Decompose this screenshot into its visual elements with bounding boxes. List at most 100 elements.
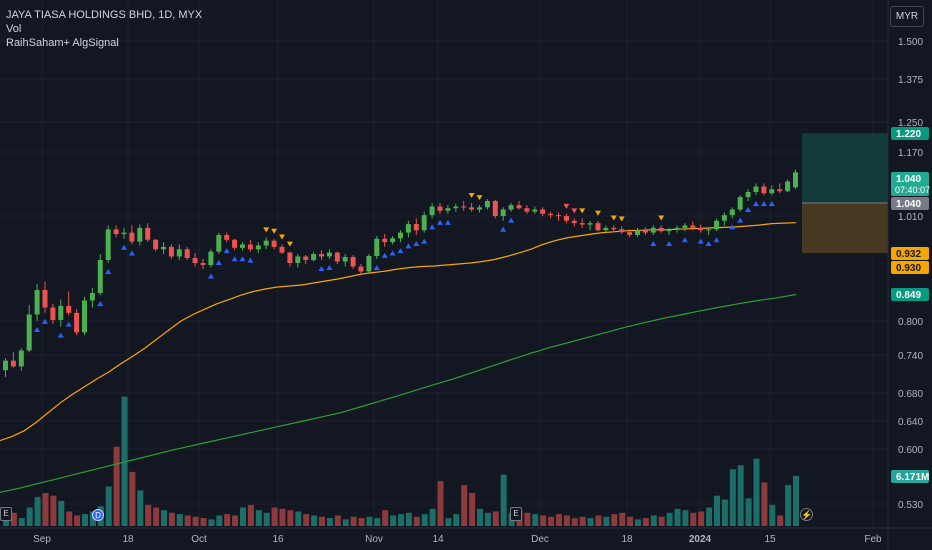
volume-bar — [753, 458, 760, 526]
candle-body — [777, 189, 783, 192]
buy-signal-icon — [413, 241, 420, 246]
candle-body — [97, 260, 103, 293]
volume-bar — [303, 514, 310, 526]
candle-body — [413, 224, 419, 231]
volume-bar — [658, 516, 665, 526]
candle-body — [34, 290, 40, 315]
fast-moving-average-line — [0, 222, 797, 442]
candle-body — [658, 227, 664, 232]
buy-signal-icon — [760, 201, 767, 207]
candle-body — [319, 254, 324, 257]
candle-body — [642, 230, 648, 233]
sell-signal-icon — [263, 227, 270, 233]
currency-button[interactable]: MYR — [890, 6, 924, 27]
volume-bar — [721, 499, 728, 526]
candle-body — [374, 238, 380, 256]
volume-bar — [556, 514, 562, 526]
volume-bar — [398, 514, 404, 526]
volume-bar — [492, 511, 499, 526]
price-tag-bg — [891, 261, 929, 274]
volume-bar — [208, 519, 215, 526]
candle-body — [58, 305, 64, 320]
buy-signal-icon — [745, 207, 752, 213]
volume-bar — [232, 515, 239, 526]
volume-bar — [287, 510, 294, 526]
sell-signal-icon — [468, 193, 475, 198]
volume-bar — [374, 518, 381, 526]
price-tag-bg — [891, 470, 929, 483]
candle — [113, 225, 119, 238]
volume-bar — [469, 493, 476, 526]
candle — [224, 232, 230, 243]
candle — [753, 183, 759, 196]
buy-signal-icon — [318, 266, 325, 271]
volume-bar — [611, 514, 618, 526]
volume-bar — [366, 516, 373, 526]
candle — [769, 185, 775, 196]
candle — [469, 203, 475, 212]
buy-signal-icon — [444, 219, 451, 225]
candle — [232, 238, 238, 251]
buy-signal-icon — [223, 248, 230, 254]
candle-body — [650, 227, 656, 233]
candle-body — [224, 235, 230, 240]
earnings-marker-icon[interactable]: E — [0, 507, 12, 521]
candle — [698, 224, 704, 233]
candle-body — [627, 232, 633, 235]
earnings-marker-icon[interactable]: E — [510, 507, 522, 521]
price-tag-label: 0.930 — [896, 263, 921, 274]
candle — [492, 199, 498, 219]
candle — [761, 183, 767, 196]
lightning-icon[interactable]: ⚡ — [800, 508, 813, 521]
candle — [255, 242, 261, 254]
sell-signal-icon — [271, 228, 278, 234]
price-tick-label: 0.800 — [898, 317, 923, 328]
volume-bar — [113, 446, 120, 526]
volume-bar — [295, 511, 302, 526]
candle — [208, 249, 214, 268]
volume-bar — [382, 510, 389, 526]
time-tick-label: Feb — [864, 534, 882, 545]
candle — [500, 207, 506, 221]
price-tick-label: 0.680 — [898, 389, 923, 400]
candle-body — [184, 249, 190, 258]
price-tag: 0.849 — [891, 288, 929, 301]
candle — [437, 203, 443, 214]
candle — [3, 358, 8, 378]
buy-signal-icon — [681, 237, 688, 243]
candle-body — [145, 227, 151, 240]
candle — [303, 255, 309, 264]
candle — [571, 218, 577, 227]
volume-bar — [437, 481, 444, 526]
candle — [563, 213, 569, 224]
volume-bar — [635, 519, 641, 526]
volume-bar — [532, 514, 539, 526]
symbol-title[interactable]: JAYA TIASA HOLDINGS BHD, 1D, MYX — [6, 9, 203, 21]
candle-body — [737, 197, 743, 210]
buy-signal-icon — [429, 224, 436, 230]
volume-bar — [145, 504, 152, 526]
algsignal-indicator-label[interactable]: RaihSaham+ AlgSignal — [6, 37, 119, 49]
candle-body — [461, 206, 467, 208]
candle — [382, 234, 388, 247]
candle-body — [50, 307, 56, 320]
time-tick-label: 18 — [122, 534, 134, 545]
candle-body — [82, 300, 87, 333]
dividend-marker-icon[interactable]: D — [92, 509, 104, 521]
volume-indicator-label[interactable]: Vol — [6, 23, 22, 35]
candle-body — [255, 245, 261, 250]
volume-bar — [729, 469, 736, 526]
candle-body — [729, 209, 735, 216]
candle — [429, 203, 435, 219]
candle — [532, 206, 538, 214]
candle — [168, 244, 174, 259]
candle-body — [761, 186, 767, 194]
candle-body — [18, 350, 24, 367]
candle-body — [524, 208, 530, 212]
volume-bar — [484, 512, 491, 526]
buy-signal-icon — [713, 237, 720, 243]
volume-bar — [650, 515, 657, 526]
candle — [192, 253, 198, 267]
